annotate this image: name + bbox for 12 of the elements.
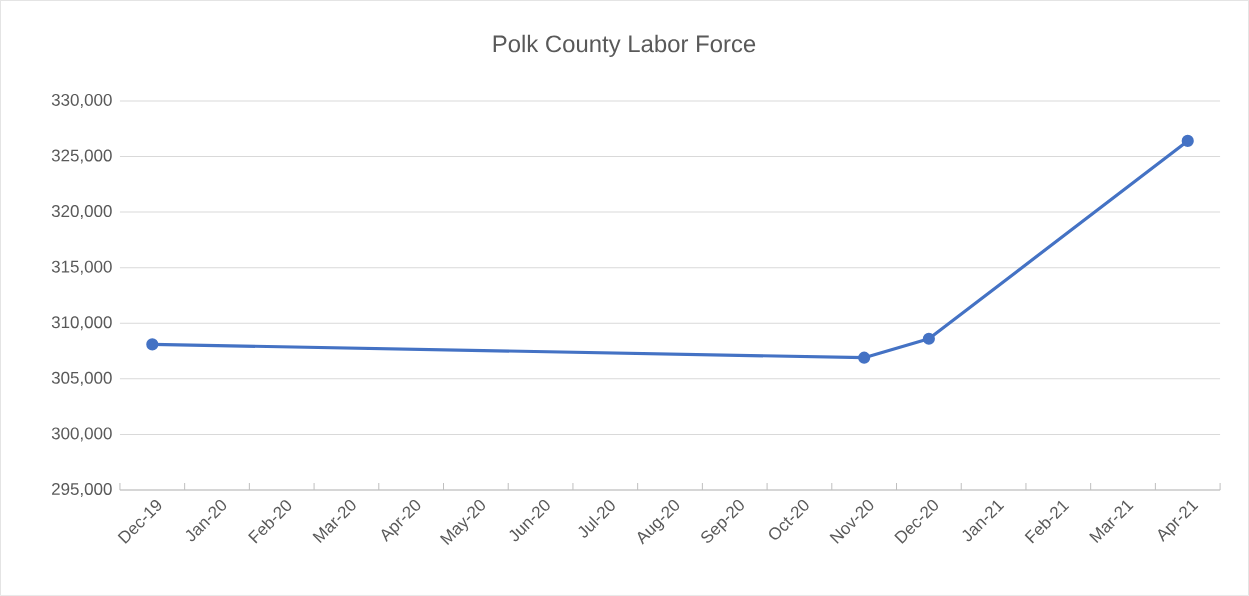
y-tick-label: 315,000: [51, 260, 112, 275]
y-tick-label: 325,000: [51, 149, 112, 164]
y-tick-label: 300,000: [51, 427, 112, 442]
point: [858, 351, 871, 364]
y-tick-label: 320,000: [51, 205, 112, 220]
point: [146, 338, 159, 351]
y-tick-label: 295,000: [52, 483, 112, 498]
point: [922, 332, 935, 345]
chart-title: Polk County Labor Force: [493, 34, 756, 58]
y-tick-label: 330,000: [51, 93, 112, 108]
y-tick-label: 310,000: [51, 316, 112, 331]
y-tick-label: 305,000: [51, 371, 112, 386]
